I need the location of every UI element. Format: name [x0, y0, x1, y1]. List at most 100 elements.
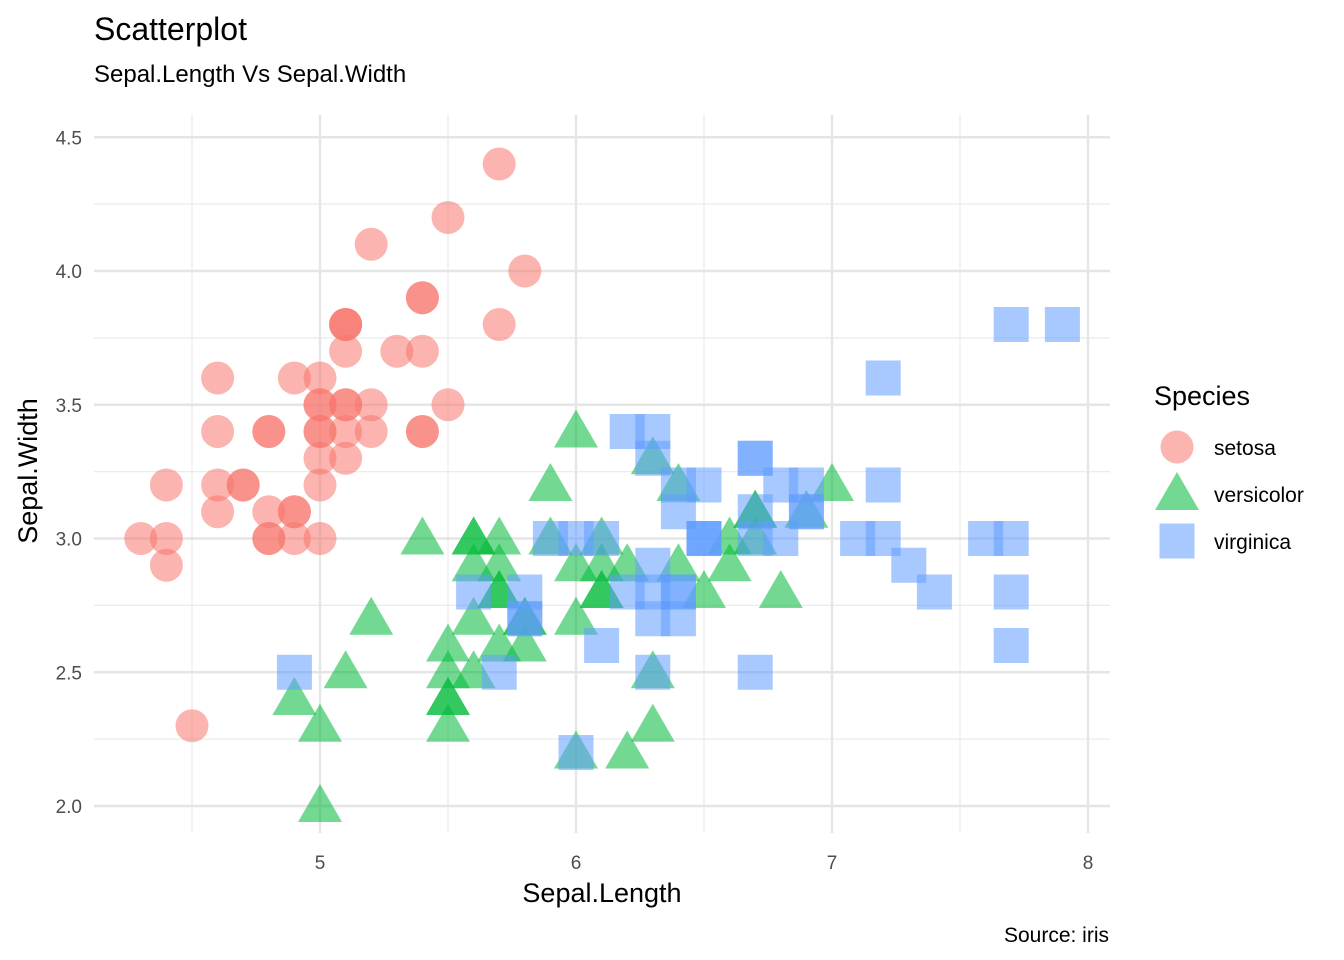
versicolor-point	[605, 730, 650, 769]
versicolor-point	[554, 409, 598, 448]
versicolor-point	[298, 703, 342, 742]
legend-key-circle	[1160, 430, 1194, 464]
versicolor-point	[400, 516, 445, 555]
setosa-point	[354, 415, 388, 448]
virginica-point	[993, 574, 1029, 610]
setosa-point	[405, 281, 439, 315]
versicolor-point	[426, 677, 470, 715]
virginica-point	[609, 414, 645, 449]
setosa-point	[329, 334, 363, 368]
legend-title: Species	[1154, 381, 1250, 411]
versicolor-point	[323, 650, 368, 689]
x-tick-label: 8	[1083, 853, 1094, 874]
virginica-point	[993, 521, 1029, 556]
setosa-point	[508, 254, 542, 288]
virginica-point	[507, 601, 543, 637]
setosa-point	[329, 388, 363, 422]
versicolor-point	[272, 677, 317, 715]
setosa-point	[175, 709, 209, 743]
virginica-point	[737, 654, 773, 690]
virginica-point	[865, 360, 901, 396]
setosa-point	[277, 522, 311, 555]
setosa-point	[329, 415, 363, 448]
setosa-point	[277, 495, 311, 529]
data-points	[124, 147, 1080, 822]
legend-label: virginica	[1214, 531, 1291, 554]
setosa-point	[431, 201, 465, 234]
virginica-point	[276, 654, 312, 690]
series-virginica	[276, 307, 1080, 770]
plot-grid	[94, 115, 1110, 833]
setosa-point	[303, 361, 337, 395]
setosa-point	[380, 334, 414, 368]
setosa-point	[354, 227, 388, 261]
legend-item-virginica: virginica	[1159, 523, 1291, 559]
setosa-point	[303, 522, 337, 555]
y-tick-label: 2.0	[56, 797, 82, 818]
virginica-point	[635, 574, 671, 610]
legend-label: setosa	[1214, 437, 1276, 460]
x-tick-label: 6	[571, 853, 582, 874]
virginica-point	[481, 654, 517, 690]
chart-subtitle: Sepal.Length Vs Sepal.Width	[94, 61, 406, 88]
versicolor-point	[554, 596, 598, 635]
setosa-point	[124, 522, 158, 555]
virginica-point	[584, 628, 620, 663]
setosa-point	[303, 441, 337, 475]
setosa-point	[329, 308, 363, 341]
legend-item-versicolor: versicolor	[1155, 472, 1304, 510]
setosa-point	[252, 495, 286, 529]
versicolor-point	[477, 516, 522, 555]
virginica-point	[916, 574, 952, 610]
setosa-point	[405, 334, 439, 368]
y-tick-label: 2.5	[56, 663, 82, 684]
virginica-point	[865, 521, 901, 556]
versicolor-point	[477, 543, 522, 582]
virginica-point	[737, 521, 773, 556]
series-setosa	[124, 147, 542, 743]
virginica-point	[1044, 307, 1080, 342]
chart-caption: Source: iris	[1004, 924, 1109, 947]
setosa-point	[201, 468, 235, 502]
virginica-point	[558, 735, 594, 770]
setosa-point	[431, 388, 465, 422]
setosa-point	[482, 147, 516, 181]
virginica-point	[456, 574, 492, 610]
y-tick-label: 4.5	[56, 128, 82, 149]
chart-title: Scatterplot	[94, 11, 247, 47]
legend-label: versicolor	[1214, 484, 1304, 507]
versicolor-point	[298, 784, 342, 822]
setosa-point	[252, 415, 286, 448]
setosa-point	[482, 308, 516, 341]
setosa-point	[303, 388, 337, 422]
virginica-point	[865, 467, 901, 503]
legend: Species setosa versicolor virginica	[1154, 381, 1304, 559]
virginica-point	[532, 521, 568, 556]
versicolor-point	[451, 596, 496, 635]
setosa-point	[252, 522, 286, 555]
versicolor-point	[426, 703, 470, 742]
x-axis-tick-labels: 5 6 7 8	[315, 853, 1094, 874]
legend-key-square	[1159, 523, 1195, 559]
versicolor-point	[707, 543, 752, 582]
setosa-point	[329, 441, 363, 475]
setosa-point	[149, 522, 183, 555]
setosa-point	[405, 415, 439, 448]
legend-item-setosa: setosa	[1160, 430, 1276, 464]
setosa-point	[303, 415, 337, 448]
setosa-point	[201, 415, 235, 448]
x-tick-label: 7	[827, 853, 838, 874]
setosa-point	[149, 548, 183, 582]
setosa-point	[149, 468, 183, 502]
virginica-point	[737, 440, 773, 476]
virginica-point	[993, 628, 1029, 663]
versicolor-point	[528, 463, 573, 501]
y-tick-label: 4.0	[56, 262, 82, 283]
setosa-point	[201, 361, 235, 395]
versicolor-point	[426, 650, 470, 689]
setosa-point	[277, 361, 311, 395]
y-axis-title: Sepal.Width	[13, 398, 43, 544]
setosa-point	[226, 468, 260, 502]
versicolor-point	[502, 623, 547, 662]
